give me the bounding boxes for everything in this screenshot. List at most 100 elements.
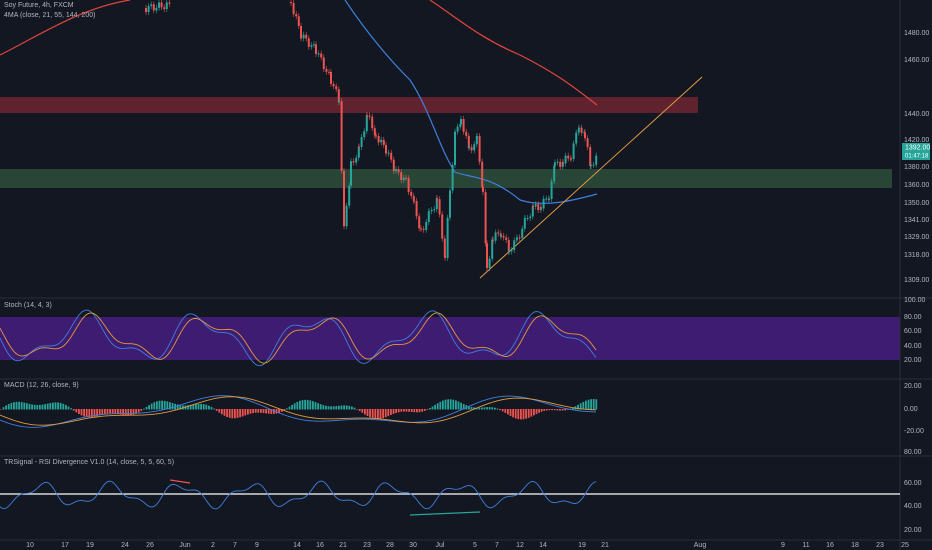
candle (400, 172, 403, 181)
candle (158, 2, 160, 8)
macd-bar (330, 406, 332, 410)
candle (428, 211, 430, 213)
candle (572, 143, 575, 159)
macd-bar (2, 407, 5, 410)
macd-bar (392, 409, 395, 414)
macd-bar (145, 406, 148, 410)
candle (438, 199, 441, 215)
time-label: 17 (61, 542, 69, 549)
resistance-zone (0, 97, 698, 113)
macd-bar (291, 404, 293, 410)
candle (387, 152, 390, 154)
candle (305, 34, 308, 39)
macd-bar (5, 405, 7, 410)
price-label: 1318.00 (904, 252, 929, 259)
macd-bar (75, 409, 78, 413)
macd-bar (156, 401, 158, 410)
macd-bar (496, 408, 499, 410)
macd-bar (119, 409, 122, 415)
macd-bar (400, 409, 403, 412)
macd-bar (590, 399, 592, 410)
candle (390, 152, 393, 160)
macd-bar (15, 401, 18, 410)
macd-bar (275, 409, 278, 414)
macd-bar (78, 409, 80, 414)
candle (470, 147, 473, 151)
time-label: 30 (409, 542, 417, 549)
macd-bar (512, 409, 514, 418)
macd-bar (98, 409, 101, 416)
macd-bar (299, 400, 301, 410)
candle (449, 190, 451, 218)
candle (443, 238, 446, 256)
macd-bar (538, 409, 540, 413)
candle (513, 240, 516, 250)
candle (534, 204, 537, 207)
pane-title: MACD (12, 26, close, 9) (4, 382, 79, 389)
macd-bar (384, 409, 387, 418)
macd-bar (514, 409, 517, 419)
time-label: 18 (851, 542, 859, 549)
macd-bar (403, 409, 405, 412)
macd-bar (247, 409, 249, 415)
macd-bar (345, 405, 348, 410)
candle (502, 235, 505, 238)
macd-bar (296, 401, 299, 410)
candle (550, 181, 553, 199)
macd-bar (405, 409, 408, 412)
macd-bar (304, 399, 306, 410)
time-label: 23 (876, 542, 884, 549)
macd-bar (374, 409, 377, 419)
macd-bar (397, 409, 400, 413)
time-label: 24 (121, 542, 129, 549)
time-label: 16 (316, 542, 324, 549)
candle (482, 187, 484, 193)
macd-bar (369, 409, 371, 418)
time-label: 5 (473, 542, 477, 549)
candle (580, 127, 583, 133)
macd-bar (314, 402, 317, 410)
macd-bar (0, 409, 2, 410)
candle (486, 243, 488, 269)
macd-bar (546, 409, 548, 411)
macd-bar (88, 409, 91, 418)
macd-bar (434, 404, 436, 410)
candle (392, 159, 395, 172)
candle (508, 251, 510, 253)
macd-bar (267, 409, 270, 414)
macd-bar (460, 402, 462, 410)
macd-bar (241, 409, 244, 417)
macd-bar (260, 409, 262, 413)
macd-bar (431, 406, 434, 410)
candle (441, 214, 444, 239)
pane-title: Stoch (14, 4, 3) (4, 302, 52, 309)
macd-bar (67, 406, 70, 410)
candle (460, 119, 462, 125)
macd-bar (205, 404, 208, 410)
macd-bar (317, 403, 319, 410)
macd-bar (481, 407, 483, 410)
macd-bar (470, 406, 473, 410)
macd-bar (507, 409, 509, 415)
macd-bar (582, 401, 585, 410)
candle (397, 169, 400, 173)
macd-bar (343, 405, 345, 410)
candle (456, 126, 459, 132)
macd-bar (200, 403, 202, 410)
macd-bar (26, 403, 28, 410)
candle (575, 132, 578, 144)
time-label: 10 (26, 542, 34, 549)
macd-bar (286, 408, 288, 410)
macd-bar (561, 409, 564, 411)
candle (559, 161, 562, 167)
candle (366, 115, 368, 117)
trendline (479, 76, 703, 279)
macd-bar (72, 409, 75, 411)
pane-label: -20.00 (904, 428, 924, 435)
candle (444, 255, 446, 258)
candle (313, 44, 315, 46)
macd-bar (52, 402, 54, 410)
pane-label: 40.00 (904, 343, 922, 350)
macd-bar (449, 399, 452, 410)
